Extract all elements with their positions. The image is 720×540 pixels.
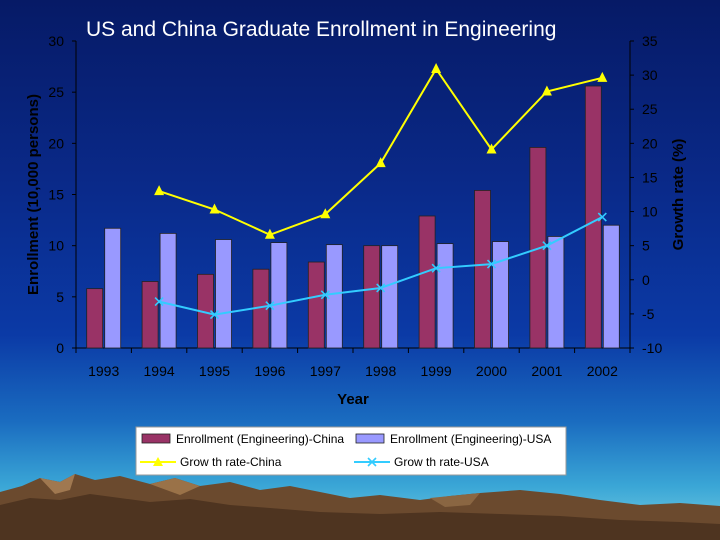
growth-china-point [209,203,220,214]
bar-usa [159,232,177,349]
y-axis-label-left: Enrollment (10,000 persons) [25,94,42,295]
y-tick-label-right: -5 [642,306,655,322]
x-tick-label: 1994 [144,363,175,379]
bar-usa [492,241,509,349]
growth-usa-point [542,241,552,251]
x-tick-label: 1999 [421,363,452,379]
growth-china-point [486,143,497,154]
y-tick-label-right: 20 [642,135,658,151]
y-tick-label-right: 5 [642,238,650,254]
growth-usa-point [265,301,275,311]
growth-usa-point [431,263,441,273]
growth-china-point [375,157,386,168]
x-tick-label: 2001 [531,363,562,379]
bar-usa [547,236,565,349]
x-axis-label: Year [337,391,369,408]
chart-title: US and China Graduate Enrollment in Engi… [86,18,557,41]
y-tick-label-left: 5 [56,289,64,305]
x-tick-label: 1993 [88,363,119,379]
y-tick-label-right: 10 [642,204,658,220]
bar-usa [602,224,620,349]
bar-usa [381,245,399,349]
growth-usa-point [320,290,330,300]
growth-usa-point [209,310,220,320]
growth-usa-point [486,259,497,269]
bar-china [141,281,159,349]
bar-china [474,190,491,349]
y-tick-label-right: 0 [642,272,650,288]
bar-usa [436,243,454,349]
legend-item-3-label: Grow th rate-USA [394,455,489,469]
legend-item-0-swatch [141,433,171,444]
y-tick-label-left: 0 [56,340,64,356]
y-tick-label-right: -10 [642,340,662,356]
legend-item-2-marker [153,457,163,466]
bar-china [307,261,325,349]
legend: Enrollment (Engineering)-China Enrollment… [135,426,567,476]
y-tick-label-right: 25 [642,101,658,117]
bar-usa [270,242,288,349]
y-tick-label-right: 35 [642,33,658,49]
legend-item-1-label: Enrollment (Engineering)-USA [390,432,551,446]
legend-item-2-label: Grow th rate-China [180,455,282,469]
y-axis-label-right: Growth rate (%) [670,139,687,251]
x-tick-label: 1995 [199,363,230,379]
bar-china [363,245,381,349]
y-tick-label-left: 10 [48,238,64,254]
y-tick-label-left: 30 [48,33,64,49]
growth-china-point [431,62,442,73]
growth-usa-point [154,297,164,307]
bar-usa [325,244,343,349]
growth-china-point [154,185,165,196]
x-tick-label: 1997 [310,363,341,379]
growth-usa-point [597,212,607,222]
growth-china-point [320,208,331,219]
growth-china-point [264,228,275,239]
bar-china [86,288,104,349]
y-tick-label-right: 30 [642,67,658,83]
x-tick-label: 1996 [254,363,285,379]
x-tick-label: 2000 [476,363,507,379]
bar-china [584,85,602,349]
bar-usa [215,239,232,349]
x-tick-label: 2002 [587,363,618,379]
mountain-landscape [0,474,720,540]
growth-china-point [541,85,552,96]
legend-box [135,426,567,476]
legend-item-0-label: Enrollment (Engineering)-China [176,432,344,446]
y-tick-label-left: 20 [48,135,64,151]
legend-item-1-swatch [355,433,385,444]
y-tick-label-left: 15 [48,187,64,203]
y-tick-label-left: 25 [48,84,64,100]
y-tick-label-right: 15 [642,169,658,185]
growth-usa-point [376,283,386,293]
legend-item-3-marker [367,457,377,467]
bar-usa [104,227,122,349]
bar-china [418,215,436,349]
growth-china-point [597,71,608,82]
x-tick-label: 1998 [365,363,396,379]
